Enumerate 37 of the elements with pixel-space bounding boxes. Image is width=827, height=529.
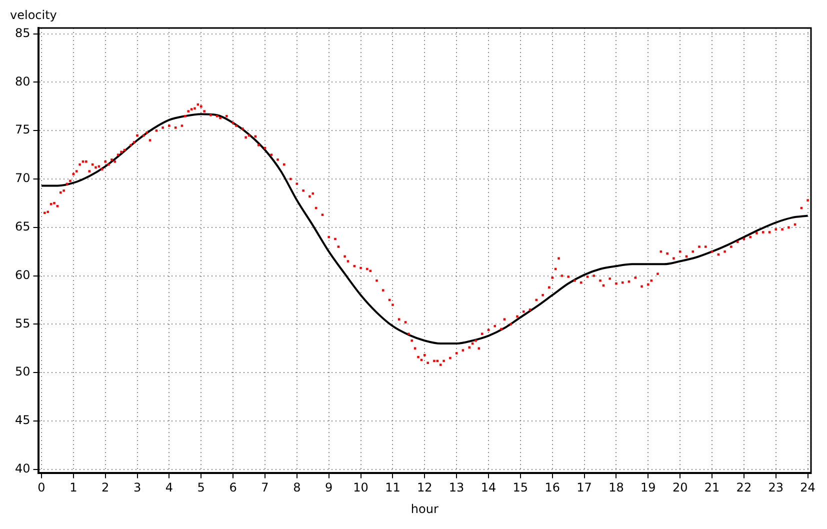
x-tick-label: 16 — [544, 480, 560, 495]
x-tick-label: 12 — [416, 480, 432, 495]
x-tick-label: 24 — [800, 480, 816, 495]
x-axis-title: hour — [410, 502, 438, 516]
x-tick-label: 1 — [70, 480, 78, 495]
x-tick-label: 14 — [480, 480, 496, 495]
x-tick-label: 21 — [704, 480, 720, 495]
y-tick-label: 85 — [14, 26, 30, 40]
x-tick-label: 5 — [197, 480, 205, 495]
x-tick-label: 9 — [325, 480, 333, 495]
x-tick-label: 17 — [576, 480, 592, 495]
x-tick-label: 7 — [261, 480, 269, 495]
x-tick-label: 19 — [640, 480, 656, 495]
x-tick-label: 0 — [38, 480, 46, 495]
y-tick-label: 80 — [14, 74, 30, 88]
x-tick-label: 6 — [229, 480, 237, 495]
y-tick-label: 70 — [14, 171, 30, 186]
y-tick-label: 40 — [14, 461, 30, 476]
x-tick-label: 10 — [353, 480, 368, 495]
x-tick-label: 15 — [512, 480, 528, 495]
y-tick-label: 55 — [14, 316, 30, 330]
x-tick-label: 2 — [102, 480, 110, 495]
y-axis-title: velocity — [10, 8, 57, 22]
x-tick-label: 20 — [672, 480, 688, 495]
x-tick-label: 11 — [385, 480, 400, 495]
y-tick-label: 60 — [14, 268, 30, 282]
y-tick-label: 50 — [14, 364, 30, 379]
x-tick-label: 18 — [608, 480, 624, 495]
x-tick-label: 23 — [768, 480, 784, 495]
y-tick-label: 45 — [14, 413, 30, 428]
x-tick-label: 4 — [165, 480, 174, 495]
y-tick-label: 75 — [14, 122, 30, 137]
x-tick-label: 22 — [736, 480, 752, 495]
y-tick-label: 65 — [14, 219, 30, 234]
x-tick-label: 3 — [133, 480, 142, 495]
x-tick-label: 8 — [293, 480, 301, 495]
x-tick-label: 13 — [448, 480, 464, 495]
